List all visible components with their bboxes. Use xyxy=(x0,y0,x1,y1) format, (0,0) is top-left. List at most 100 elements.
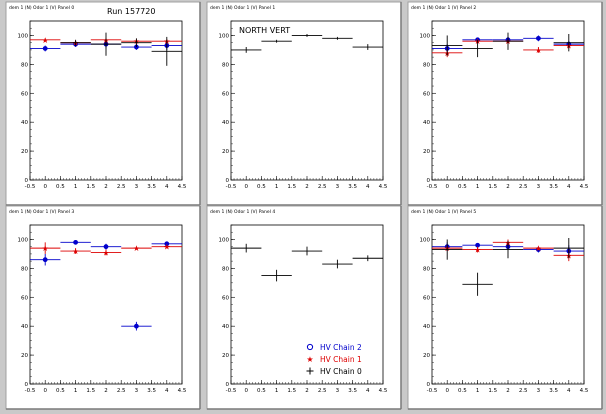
x-tick-label: 4 xyxy=(165,388,169,394)
data-point: ★ xyxy=(523,244,554,253)
series-chain2 xyxy=(30,239,182,331)
x-tick-label: 2.5 xyxy=(519,388,528,394)
chart-panel-2: dem 1 (N) Odor 1 (V) Panel 2-0.5 0 0.5 1 1.5… xyxy=(407,1,603,206)
x-tick-label: 1 xyxy=(74,388,78,394)
y-tick-label: 40 xyxy=(21,324,28,330)
x-tick-label: 0 xyxy=(244,388,248,394)
data-point xyxy=(352,255,383,262)
x-tick-label: 0 xyxy=(43,388,47,394)
panel-title: dem 1 (N) Odor 1 (V) Panel 4 xyxy=(210,209,275,215)
x-tick-label: 2 xyxy=(305,388,309,394)
x-tick-label: 2.5 xyxy=(117,184,126,190)
x-tick-label: 0.5 xyxy=(257,388,266,394)
marker-star: ★ xyxy=(535,46,542,55)
chart-panel-3: dem 1 (N) Odor 1 (V) Panel 3-0.5 0 0.5 1 1.5… xyxy=(5,205,201,410)
legend-marker-star: ★ xyxy=(306,355,313,364)
y-tick-label: 40 xyxy=(423,120,430,126)
x-tick-label: 4.5 xyxy=(379,388,388,394)
y-tick-label: 100 xyxy=(18,33,29,39)
pad-background xyxy=(407,205,603,410)
data-point xyxy=(60,239,91,245)
x-tick-label: -0.5 xyxy=(226,388,237,394)
y-tick-label: 20 xyxy=(21,353,28,359)
data-point xyxy=(322,36,353,40)
data-point: ★ xyxy=(90,248,122,257)
y-tick-label: 0 xyxy=(226,382,230,388)
x-tick-label: 3.5 xyxy=(147,184,156,190)
y-tick-label: 100 xyxy=(219,237,230,243)
y-tick-label: 100 xyxy=(219,33,230,39)
x-tick-label: 4 xyxy=(567,184,571,190)
marker-star: ★ xyxy=(133,244,140,253)
series-chain1: ★ ★ ★ ★ ★ xyxy=(30,242,182,257)
y-tick-label: 60 xyxy=(423,91,430,97)
panel-title: dem 1 (N) Odor 1 (V) Panel 2 xyxy=(411,5,476,11)
y-tick-label: 20 xyxy=(222,353,229,359)
data-point xyxy=(151,241,182,247)
x-tick-label: 3 xyxy=(537,184,541,190)
data-point xyxy=(151,36,182,66)
panel-title: dem 1 (N) Odor 1 (V) Panel 1 xyxy=(210,5,275,11)
marker-star: ★ xyxy=(102,248,109,257)
x-tick-label: 0 xyxy=(445,184,449,190)
marker-star: ★ xyxy=(535,244,542,253)
data-point xyxy=(90,32,122,56)
pad-background xyxy=(206,1,402,206)
data-point xyxy=(432,35,463,56)
legend-label: HV Chain 2 xyxy=(320,343,362,352)
x-tick-label: 3 xyxy=(135,184,139,190)
y-tick-label: 80 xyxy=(21,62,28,68)
marker-circle xyxy=(103,244,109,250)
data-point xyxy=(261,39,292,43)
y-tick-label: 0 xyxy=(427,178,431,184)
pad-background xyxy=(5,205,201,410)
x-tick-label: -0.5 xyxy=(25,184,36,190)
data-point xyxy=(553,238,584,259)
legend-label: HV Chain 0 xyxy=(320,367,362,376)
x-tick-label: 1 xyxy=(275,184,279,190)
data-point xyxy=(261,269,292,282)
chart-panel-5: dem 1 (N) Odor 1 (V) Panel 5-0.5 0 0.5 1 1.5… xyxy=(407,205,603,410)
data-point xyxy=(231,47,262,53)
x-tick-label: 2.5 xyxy=(519,184,528,190)
data-point xyxy=(30,45,61,52)
x-tick-label: 2 xyxy=(506,388,510,394)
x-tick-label: 3.5 xyxy=(147,388,156,394)
data-point xyxy=(352,44,383,50)
y-tick-label: 60 xyxy=(21,91,28,97)
y-tick-label: 0 xyxy=(25,382,29,388)
y-tick-label: 80 xyxy=(222,266,229,272)
y-tick-label: 100 xyxy=(18,237,29,243)
legend-entry-chain2: HV Chain 2 xyxy=(306,343,362,352)
x-tick-label: 3.5 xyxy=(549,388,558,394)
y-tick-label: 20 xyxy=(423,149,430,155)
series-chain0 xyxy=(231,34,383,53)
data-point: ★ xyxy=(121,244,152,253)
x-tick-label: 3.5 xyxy=(348,388,357,394)
x-tick-label: 1.5 xyxy=(287,388,296,394)
data-point xyxy=(30,253,61,266)
y-tick-label: 0 xyxy=(427,382,431,388)
x-tick-label: 2.5 xyxy=(117,388,126,394)
marker-circle xyxy=(73,239,78,245)
y-tick-label: 80 xyxy=(222,62,229,68)
chart-panel-4: dem 1 (N) Odor 1 (V) Panel 4-0.5 0 0.5 1 1.5… xyxy=(206,205,402,410)
x-tick-label: 0 xyxy=(43,184,47,190)
data-point: ★ xyxy=(30,36,61,45)
data-point xyxy=(121,38,152,48)
run-label: Run 157720 xyxy=(107,7,155,16)
legend-marker-circle xyxy=(306,343,314,351)
y-tick-label: 20 xyxy=(222,149,229,155)
x-tick-label: 4.5 xyxy=(580,184,589,190)
marker-circle xyxy=(42,257,48,263)
data-point xyxy=(553,34,584,52)
x-tick-label: 0.5 xyxy=(458,184,467,190)
x-tick-label: -0.5 xyxy=(25,388,36,394)
data-point xyxy=(492,240,524,259)
x-tick-label: 1.5 xyxy=(488,184,497,190)
data-point xyxy=(322,259,353,269)
series-chain0 xyxy=(432,238,584,296)
x-tick-label: 2 xyxy=(104,388,108,394)
data-point xyxy=(291,246,323,256)
y-tick-label: 80 xyxy=(423,266,430,272)
